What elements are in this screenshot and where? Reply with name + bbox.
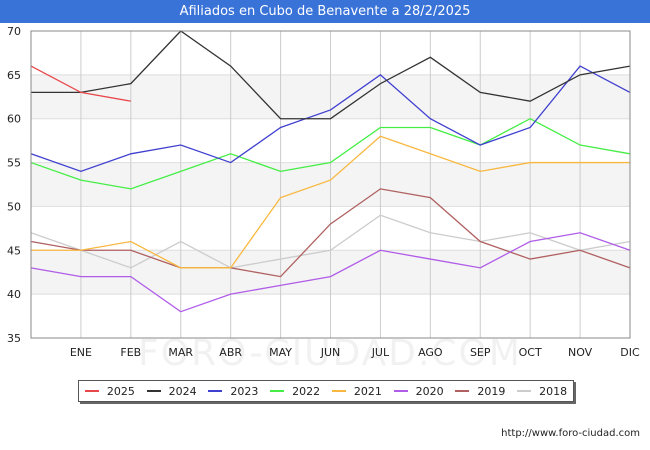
legend-label: 2020	[415, 384, 444, 398]
series-line-2021	[31, 135, 630, 269]
legend-item-2022: 2022	[270, 385, 320, 398]
x-tick-label: OCT	[519, 346, 542, 359]
footer-url: http://www.foro-ciudad.com	[501, 428, 640, 439]
x-tick-label: ENE	[70, 346, 92, 359]
legend-label: 2023	[230, 384, 259, 398]
y-tick-label: 35	[7, 332, 21, 345]
legend-label: 2025	[106, 384, 135, 398]
y-tick-label: 45	[7, 244, 21, 257]
legend-swatch	[517, 390, 532, 392]
legend-item-2023: 2023	[208, 385, 258, 398]
legend-swatch	[393, 390, 408, 392]
legend-swatch	[455, 390, 470, 392]
legend-label: 2021	[353, 384, 382, 398]
legend-swatch	[208, 390, 223, 392]
x-tick-label: ABR	[219, 346, 242, 359]
x-tick-label: AGO	[418, 346, 443, 359]
series-line-2024	[31, 30, 631, 120]
legend-label: 2018	[539, 384, 568, 398]
x-tick-label: MAR	[168, 346, 193, 359]
x-tick-label: NOV	[568, 346, 593, 359]
series-line-2018	[30, 214, 631, 269]
legend-item-2020: 2020	[393, 384, 444, 398]
x-tick-label: MAY	[269, 346, 292, 359]
x-tick-label: FEB	[120, 346, 141, 359]
legend-label: 2019	[477, 384, 506, 398]
series-line-2023	[30, 65, 631, 173]
legend-swatch	[146, 390, 161, 392]
x-tick-label: DIC	[620, 346, 640, 359]
y-tick-label: 70	[7, 25, 21, 38]
legend-swatch	[84, 390, 99, 392]
legend-item-2024: 2024	[146, 384, 197, 398]
watermark-text: FORO-CIUDAD.COM	[138, 333, 522, 374]
series-line-2020	[30, 232, 631, 313]
legend-item-2021: 2021	[331, 384, 382, 398]
y-tick-label: 65	[7, 69, 21, 82]
y-tick-label: 50	[7, 200, 21, 213]
chart-title: Afiliados en Cubo de Benavente a 28/2/20…	[0, 0, 650, 23]
legend: 2025 2024 2023 2022 2021 2020 2019 2018	[78, 380, 574, 402]
legend-label: 2022	[292, 384, 321, 398]
y-tick-label: 55	[7, 157, 21, 170]
x-tick-label: JUN	[320, 346, 341, 359]
legend-item-2019: 2019	[455, 385, 505, 398]
legend-swatch	[270, 390, 285, 392]
series-line-2022	[30, 117, 631, 190]
legend-item-2018: 2018	[517, 385, 567, 398]
y-tick-label: 40	[7, 288, 21, 301]
x-tick-label: JUL	[371, 346, 390, 359]
x-tick-label: SEP	[470, 346, 491, 359]
plot-frame	[30, 30, 631, 339]
legend-label: 2024	[168, 384, 197, 398]
series-line-2019	[30, 188, 631, 278]
y-tick-label: 60	[7, 113, 21, 126]
series-line-2025	[30, 65, 131, 102]
legend-item-2025: 2025	[84, 384, 135, 398]
legend-swatch	[331, 390, 346, 392]
